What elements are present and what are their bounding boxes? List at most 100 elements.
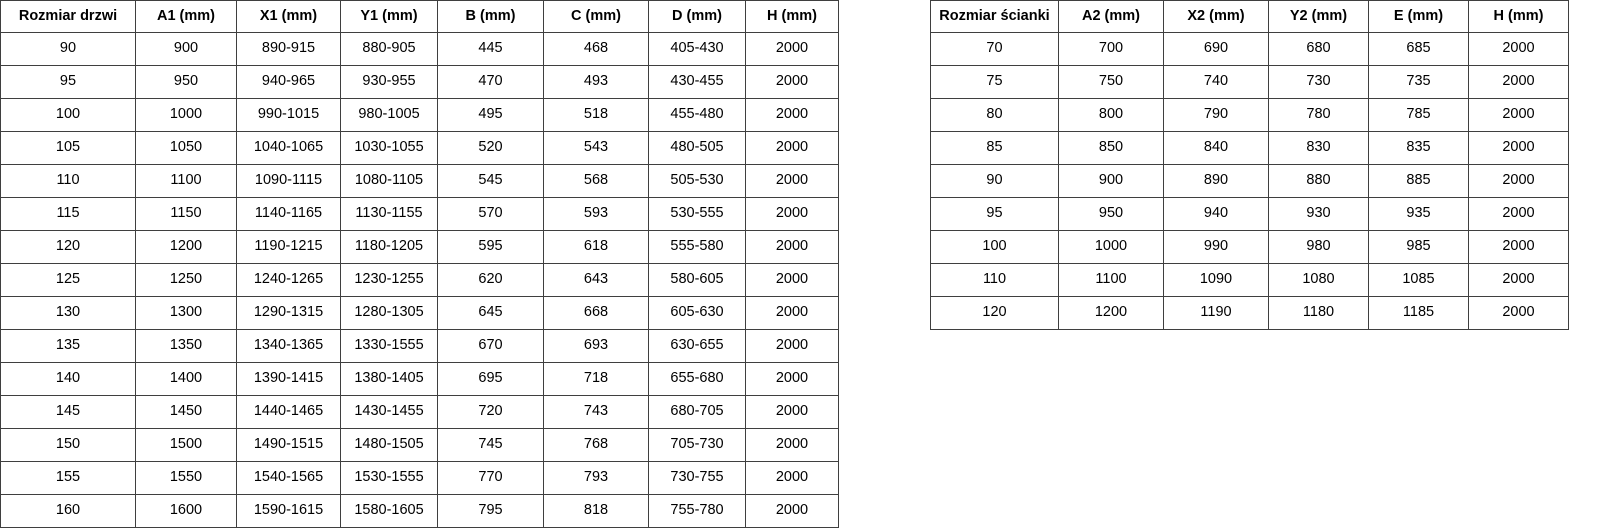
table-cell: 1100 [135,164,237,198]
table-cell: 645 [437,296,544,330]
table-cell: 130 [0,296,136,330]
table-cell: 2000 [745,164,839,198]
table-cell: 630-655 [648,329,746,363]
table-cell: 80 [930,98,1059,132]
table-cell: 1180-1205 [340,230,438,264]
table-cell: 990-1015 [236,98,341,132]
table-header-row: Rozmiar drzwi A1 (mm) X1 (mm) Y1 (mm) B (mm)… [0,0,839,33]
table-cell: 545 [437,164,544,198]
table-cell: 930 [1268,197,1369,231]
table-cell: 850 [1058,131,1164,165]
table-cell: 520 [437,131,544,165]
table-cell: 555-580 [648,230,746,264]
table-cell: 568 [543,164,649,198]
table-cell: 605-630 [648,296,746,330]
table-row: 140 1400 1390-1415 1380-1405 695 718 655-680 20… [0,362,839,396]
table-cell: 75 [930,65,1059,99]
table-cell: 1040-1065 [236,131,341,165]
table-cell: 160 [0,494,136,528]
table-cell: 580-605 [648,263,746,297]
table-cell: 145 [0,395,136,429]
table-cell: 745 [437,428,544,462]
table-row: 135 1350 1340-1365 1330-1555 670 693 630-655 20… [0,329,839,363]
table-row: 100 1000 990 980 985 2000 [930,230,1569,264]
table-row: 90 900 890-915 880-905 445 468 405-430 2000 [0,32,839,66]
table-cell: 2000 [1468,197,1569,231]
table-cell: 880-905 [340,32,438,66]
table-header-row: Rozmiar ścianki A2 (mm) X2 (mm) Y2 (mm) E (m… [930,0,1569,33]
table-cell: 480-505 [648,131,746,165]
table-cell: 1090-1115 [236,164,341,198]
column-header: Y2 (mm) [1268,0,1369,33]
table-cell: 885 [1368,164,1469,198]
table-cell: 690 [1163,32,1269,66]
table-cell: 793 [543,461,649,495]
table-cell: 110 [930,263,1059,297]
table-cell: 835 [1368,131,1469,165]
table-cell: 790 [1163,98,1269,132]
table-cell: 985 [1368,230,1469,264]
column-header: A1 (mm) [135,0,237,33]
table-cell: 718 [543,362,649,396]
table-row: 120 1200 1190 1180 1185 2000 [930,296,1569,330]
table-row: 115 1150 1140-1165 1130-1155 570 593 530-555 20… [0,197,839,231]
table-cell: 1090 [1163,263,1269,297]
table-cell: 1400 [135,362,237,396]
table-cell: 1050 [135,131,237,165]
table-cell: 1330-1555 [340,329,438,363]
table-cell: 1000 [1058,230,1164,264]
table-cell: 1030-1055 [340,131,438,165]
door-size-table: Rozmiar drzwi A1 (mm) X1 (mm) Y1 (mm) B (mm)… [0,0,839,528]
table-cell: 940 [1163,197,1269,231]
table-cell: 100 [930,230,1059,264]
table-cell: 1190 [1163,296,1269,330]
table-cell: 755-780 [648,494,746,528]
table-cell: 643 [543,263,649,297]
table-cell: 2000 [745,395,839,429]
table-cell: 680 [1268,32,1369,66]
table-cell: 1200 [135,230,237,264]
column-header: C (mm) [543,0,649,33]
table-cell: 2000 [1468,65,1569,99]
table-cell: 655-680 [648,362,746,396]
table-cell: 2000 [1468,164,1569,198]
table-cell: 2000 [1468,98,1569,132]
door-size-table-head: Rozmiar drzwi A1 (mm) X1 (mm) Y1 (mm) B (mm)… [0,0,839,33]
table-cell: 693 [543,329,649,363]
table-row: 150 1500 1490-1515 1480-1505 745 768 705-730 20… [0,428,839,462]
table-cell: 2000 [745,65,839,99]
table-cell: 750 [1058,65,1164,99]
table-row: 160 1600 1590-1615 1580-1605 795 818 755-780 20… [0,494,839,528]
table-cell: 1340-1365 [236,329,341,363]
table-cell: 1500 [135,428,237,462]
table-cell: 593 [543,197,649,231]
table-row: 70 700 690 680 685 2000 [930,32,1569,66]
table-cell: 445 [437,32,544,66]
column-header: Rozmiar ścianki [930,0,1059,33]
table-cell: 2000 [1468,131,1569,165]
table-cell: 685 [1368,32,1469,66]
table-row: 155 1550 1540-1565 1530-1555 770 793 730-755 20… [0,461,839,495]
table-cell: 570 [437,197,544,231]
table-row: 105 1050 1040-1065 1030-1055 520 543 480-505 20… [0,131,839,165]
table-cell: 2000 [745,131,839,165]
table-cell: 768 [543,428,649,462]
table-cell: 800 [1058,98,1164,132]
table-cell: 1290-1315 [236,296,341,330]
table-cell: 100 [0,98,136,132]
table-cell: 2000 [1468,263,1569,297]
table-cell: 470 [437,65,544,99]
column-header: H (mm) [745,0,839,33]
table-row: 130 1300 1290-1315 1280-1305 645 668 605-630 20… [0,296,839,330]
table-cell: 795 [437,494,544,528]
table-cell: 1085 [1368,263,1469,297]
table-cell: 505-530 [648,164,746,198]
table-cell: 990 [1163,230,1269,264]
table-cell: 1380-1405 [340,362,438,396]
table-cell: 155 [0,461,136,495]
table-cell: 1180 [1268,296,1369,330]
table-cell: 818 [543,494,649,528]
table-cell: 140 [0,362,136,396]
table-row: 75 750 740 730 735 2000 [930,65,1569,99]
